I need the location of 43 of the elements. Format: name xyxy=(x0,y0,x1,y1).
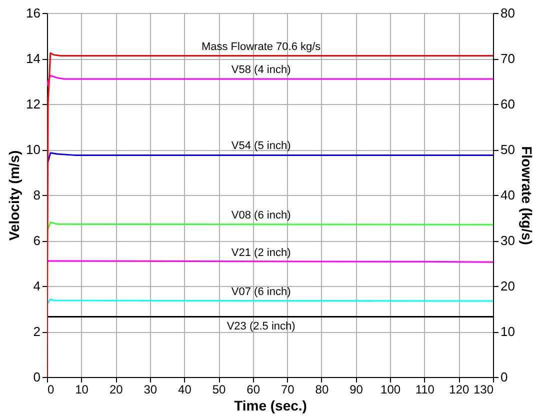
series-label: V23 (2.5 inch) xyxy=(226,320,296,333)
y-tick-label: 8 xyxy=(33,188,40,202)
x-tick-label: 20 xyxy=(109,382,124,396)
series-label: V21 (2 inch) xyxy=(231,247,291,260)
y-tick-label: 16 xyxy=(26,6,40,20)
y-tick-label: 2 xyxy=(33,324,40,339)
series-label: V08 (6 inch) xyxy=(231,210,291,222)
x-axis-title: Time (sec.) xyxy=(234,398,307,414)
y2-tick-label: 10 xyxy=(500,324,515,339)
series-label: Mass Flowrate 70.6 kg/s xyxy=(201,40,322,53)
x-tick-label: 110 xyxy=(415,382,435,396)
y2-tick-label: 30 xyxy=(500,233,515,248)
x-tick-label: 70 xyxy=(280,382,295,396)
x-tick-label: 130 xyxy=(473,382,494,396)
y-tick-label: 10 xyxy=(26,142,40,157)
x-tick-label: 80 xyxy=(315,382,329,396)
series-label: V58 (4 inch) xyxy=(231,64,291,76)
x-tick-label: 10 xyxy=(75,382,89,396)
x-tick-label: 120 xyxy=(449,382,470,396)
y2-tick-label: 20 xyxy=(500,278,515,294)
y2-tick-label: 70 xyxy=(500,51,515,66)
y2-tick-label: 0 xyxy=(500,370,508,384)
x-tick-label: 60 xyxy=(246,382,260,396)
y2-tick-label: 80 xyxy=(500,6,515,20)
y-tick-label: 6 xyxy=(33,233,40,248)
y2-tick-label: 60 xyxy=(500,96,515,112)
y-tick-label: 12 xyxy=(26,96,40,112)
x-tick-label: 100 xyxy=(380,382,401,396)
y-axis-title: Velocity (m/s) xyxy=(6,150,22,241)
x-tick-label: 0 xyxy=(48,382,54,396)
series-label: V07 (6 inch) xyxy=(231,286,291,298)
y-tick-label: 0 xyxy=(33,370,40,384)
line-series xyxy=(47,74,493,87)
y-tick-label: 14 xyxy=(26,51,40,66)
y-tick-label: 4 xyxy=(33,278,40,294)
series-label: V54 (5 inch) xyxy=(231,140,291,152)
y2-tick-label: 40 xyxy=(500,188,515,202)
y2-tick-label: 50 xyxy=(500,142,515,157)
x-tick-label: 30 xyxy=(144,382,158,396)
x-tick-label: 50 xyxy=(212,382,226,396)
x-tick-label: 90 xyxy=(350,382,364,396)
x-tick-label: 40 xyxy=(178,382,192,396)
y2-axis-title: Flowrate (kg/s) xyxy=(518,146,534,245)
